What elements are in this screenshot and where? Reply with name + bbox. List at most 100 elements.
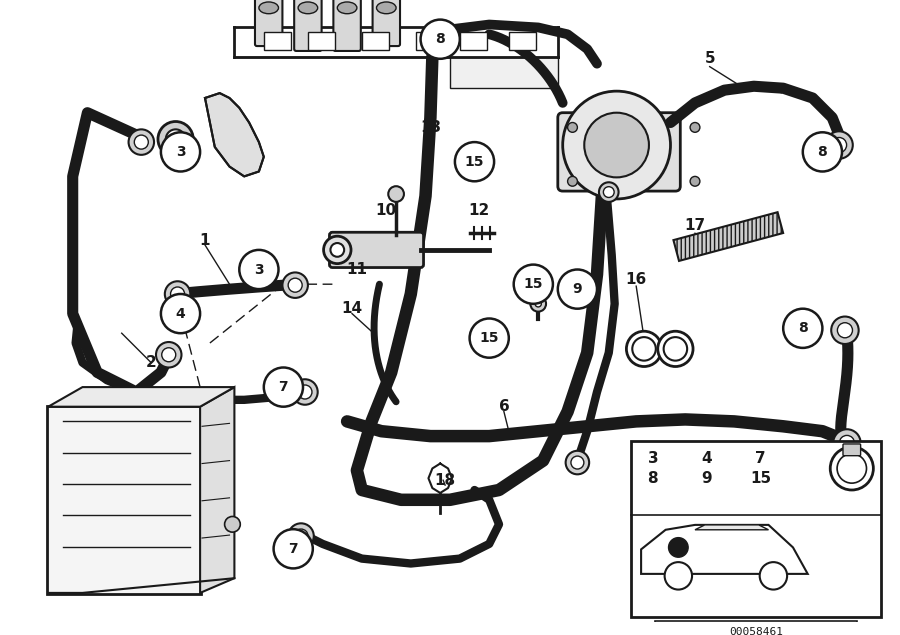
FancyBboxPatch shape xyxy=(655,621,857,635)
Circle shape xyxy=(837,454,867,483)
Circle shape xyxy=(558,269,597,309)
Circle shape xyxy=(294,529,308,543)
Circle shape xyxy=(562,91,670,199)
Text: 10: 10 xyxy=(375,203,397,218)
Bar xyxy=(508,32,536,50)
Circle shape xyxy=(837,323,852,338)
Circle shape xyxy=(239,250,278,289)
Circle shape xyxy=(514,265,553,304)
Circle shape xyxy=(783,309,823,348)
Circle shape xyxy=(264,368,303,406)
Text: 15: 15 xyxy=(480,331,499,345)
Text: 6: 6 xyxy=(499,399,509,414)
Circle shape xyxy=(760,562,788,589)
Circle shape xyxy=(274,529,313,568)
Circle shape xyxy=(482,330,497,346)
Circle shape xyxy=(833,429,860,457)
Text: 17: 17 xyxy=(684,218,706,233)
FancyBboxPatch shape xyxy=(373,0,400,46)
Bar xyxy=(416,32,443,50)
Circle shape xyxy=(298,385,312,399)
Circle shape xyxy=(529,283,535,290)
Text: 3: 3 xyxy=(254,262,264,276)
Circle shape xyxy=(663,337,688,361)
Circle shape xyxy=(690,177,700,186)
FancyBboxPatch shape xyxy=(294,0,321,51)
Circle shape xyxy=(525,278,540,294)
Bar xyxy=(264,32,292,50)
FancyBboxPatch shape xyxy=(47,406,201,594)
Text: 8: 8 xyxy=(647,471,658,486)
Circle shape xyxy=(669,538,689,558)
Text: 11: 11 xyxy=(346,262,367,277)
Polygon shape xyxy=(641,525,807,574)
Text: 7: 7 xyxy=(288,542,298,556)
Circle shape xyxy=(603,187,614,197)
Circle shape xyxy=(536,300,541,307)
Text: 8: 8 xyxy=(798,321,807,335)
Text: 14: 14 xyxy=(341,301,363,316)
Bar xyxy=(362,32,389,50)
Circle shape xyxy=(388,186,404,202)
Polygon shape xyxy=(49,387,234,406)
Circle shape xyxy=(134,135,148,149)
Circle shape xyxy=(156,342,182,368)
Text: 15: 15 xyxy=(524,277,543,291)
Bar xyxy=(460,32,487,50)
FancyBboxPatch shape xyxy=(333,0,361,51)
Circle shape xyxy=(454,142,494,182)
Circle shape xyxy=(830,447,873,490)
Circle shape xyxy=(161,132,200,171)
Bar xyxy=(631,441,881,617)
Circle shape xyxy=(658,331,693,366)
Circle shape xyxy=(283,272,308,298)
Circle shape xyxy=(832,316,859,344)
Text: 9: 9 xyxy=(701,471,712,486)
Circle shape xyxy=(470,319,508,358)
Polygon shape xyxy=(205,93,264,177)
Ellipse shape xyxy=(298,2,318,14)
Text: 4: 4 xyxy=(701,451,712,466)
Bar xyxy=(673,212,783,261)
Circle shape xyxy=(225,516,240,532)
Polygon shape xyxy=(200,387,234,593)
Circle shape xyxy=(324,236,351,264)
Text: 5: 5 xyxy=(705,51,715,66)
Circle shape xyxy=(165,281,190,307)
Text: 3: 3 xyxy=(176,145,185,159)
Ellipse shape xyxy=(259,2,278,14)
Circle shape xyxy=(292,379,318,404)
Text: 3: 3 xyxy=(647,451,658,466)
Circle shape xyxy=(825,131,853,159)
Text: 13: 13 xyxy=(419,120,441,135)
FancyBboxPatch shape xyxy=(255,0,283,46)
Text: 7: 7 xyxy=(279,380,288,394)
Circle shape xyxy=(568,177,578,186)
Text: 9: 9 xyxy=(572,282,582,296)
Circle shape xyxy=(599,182,618,202)
Circle shape xyxy=(330,243,344,257)
Text: 7: 7 xyxy=(755,451,766,466)
Circle shape xyxy=(161,294,200,333)
Text: 8: 8 xyxy=(817,145,827,159)
Ellipse shape xyxy=(338,2,357,14)
Circle shape xyxy=(288,523,314,549)
Text: 15: 15 xyxy=(750,471,771,486)
Circle shape xyxy=(565,451,590,474)
Circle shape xyxy=(429,25,457,53)
Circle shape xyxy=(633,337,656,361)
Circle shape xyxy=(626,331,662,366)
Circle shape xyxy=(288,278,302,292)
Circle shape xyxy=(486,335,492,341)
Polygon shape xyxy=(234,57,558,88)
Circle shape xyxy=(436,32,451,47)
Circle shape xyxy=(171,287,184,301)
Text: 00058461: 00058461 xyxy=(729,627,783,635)
Text: 12: 12 xyxy=(469,203,490,218)
Text: 8: 8 xyxy=(436,32,446,46)
FancyBboxPatch shape xyxy=(329,232,424,267)
Circle shape xyxy=(832,138,847,152)
FancyBboxPatch shape xyxy=(558,112,680,191)
Polygon shape xyxy=(695,525,769,530)
Circle shape xyxy=(129,130,154,155)
